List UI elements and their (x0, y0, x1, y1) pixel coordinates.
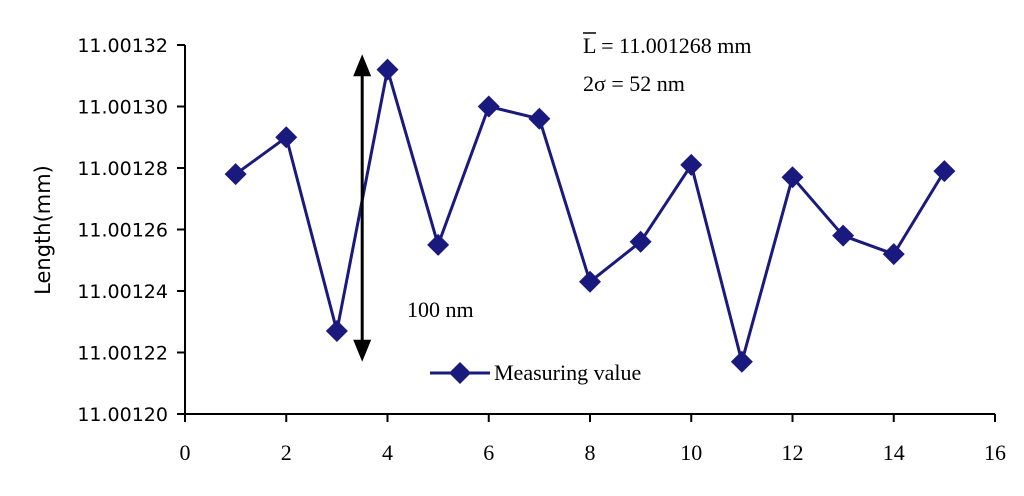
x-tick-label: 8 (585, 440, 596, 465)
data-point (781, 166, 804, 189)
y-ticks: 11.00120 11.00122 11.00124 11.00126 11.00128… (77, 35, 185, 426)
data-point (680, 153, 703, 176)
data-point (579, 270, 601, 293)
x-tick-label: 4 (382, 440, 393, 465)
x-tick-label: 2 (281, 440, 292, 465)
range-arrow-head-top (353, 54, 372, 77)
data-point (882, 243, 905, 266)
x-tick-label: 0 (180, 440, 191, 465)
series-line (234, 68, 946, 364)
y-tick-label: 11.00122 (77, 343, 168, 365)
legend: Measuring value (430, 360, 641, 385)
x-tick-label: 16 (984, 440, 1006, 465)
legend-marker (449, 362, 471, 384)
mean-value: = 11.001268 mm (596, 33, 752, 58)
data-point (832, 224, 855, 247)
y-tick-label: 11.00124 (77, 281, 168, 303)
x-tick-label: 12 (782, 440, 804, 465)
x-tick-label: 14 (883, 440, 905, 465)
plot-area: 11.00120 11.00122 11.00124 11.00126 11.00128… (77, 35, 1006, 465)
legend-label: Measuring value (494, 360, 641, 385)
data-point (376, 58, 399, 81)
svg-text:L = 11.001268 mm: L = 11.001268 mm (583, 33, 751, 58)
range-arrow-head-bottom (353, 339, 372, 362)
range-arrow (353, 54, 372, 362)
data-point (224, 163, 247, 186)
x-tick-label: 6 (483, 440, 494, 465)
mean-symbol: L (583, 33, 596, 58)
data-point (730, 350, 753, 373)
mean-annotation: L = 11.001268 mm (583, 32, 751, 58)
range-label: 100 nm (407, 297, 474, 322)
y-tick-label: 11.00126 (77, 220, 168, 242)
data-point (275, 126, 298, 149)
data-point (325, 319, 348, 342)
data-point (528, 107, 551, 130)
y-tick-label: 11.00130 (77, 97, 168, 119)
sigma-annotation: 2σ = 52 nm (583, 71, 685, 96)
data-point (933, 160, 956, 183)
y-tick-label: 11.00128 (77, 158, 168, 180)
series-layer (224, 58, 956, 373)
y-tick-label: 11.00132 (77, 35, 168, 57)
data-point (629, 230, 652, 253)
data-point (477, 95, 500, 118)
data-point (427, 233, 450, 256)
y-tick-label: 11.00120 (77, 404, 168, 426)
y-axis-label: Length(mm) (31, 165, 55, 295)
x-tick-label: 10 (680, 440, 702, 465)
x-ticks: 0 2 4 6 8 10 12 14 16 (180, 414, 1006, 465)
